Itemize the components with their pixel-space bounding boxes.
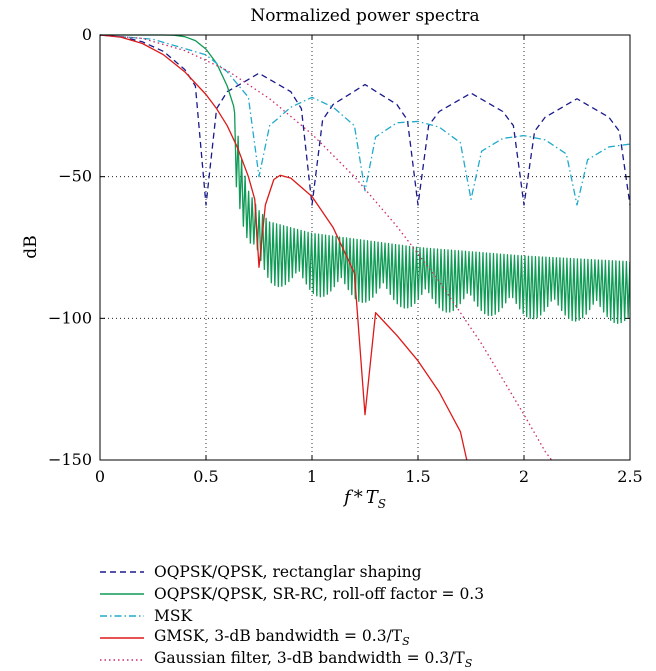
x-tick-label-4: 2 xyxy=(519,467,529,486)
legend-swatch xyxy=(100,593,144,595)
legend-item: MSK xyxy=(100,605,484,627)
x-axis-label: f * TS xyxy=(342,487,386,511)
chart-title: Normalized power spectra xyxy=(250,6,479,26)
axes-frame xyxy=(99,34,631,461)
x-tick-label-2: 1 xyxy=(307,467,317,486)
series-line-3 xyxy=(99,34,468,461)
legend-swatch xyxy=(100,659,144,661)
y-tick-label-2: −100 xyxy=(48,308,92,327)
grid-lines xyxy=(100,35,630,460)
series-line-1 xyxy=(100,34,631,324)
series-lines xyxy=(99,34,631,461)
legend-item: GMSK, 3-dB bandwidth = 0.3/TS xyxy=(100,627,484,649)
axes xyxy=(99,34,631,461)
y-tick-label-0: 0 xyxy=(82,25,92,44)
legend: OQPSK/QPSK, rectanglar shaping OQPSK/QPSK… xyxy=(100,561,484,671)
legend-label: OQPSK/QPSK, rectanglar shaping xyxy=(154,563,422,581)
legend-item: OQPSK/QPSK, rectanglar shaping xyxy=(100,561,484,583)
tick-marks: 0 0.5 1 1.5 2 2.5 0 −50 −100 −150 xyxy=(48,25,643,486)
legend-label-text: GMSK, 3-dB bandwidth = 0.3/T xyxy=(154,627,403,646)
series-line-4 xyxy=(99,34,553,461)
legend-label-text: OQPSK/QPSK, rectanglar shaping xyxy=(154,563,422,581)
legend-item: OQPSK/QPSK, SR-RC, roll-off factor = 0.3 xyxy=(100,583,484,605)
x-tick-label-0: 0 xyxy=(95,467,105,486)
x-axis-label-star: * xyxy=(354,487,363,508)
y-tick-label-3: −150 xyxy=(48,450,92,469)
legend-label-subscript: S xyxy=(402,635,410,649)
legend-swatch xyxy=(100,571,144,573)
legend-label-text: OQPSK/QPSK, SR-RC, roll-off factor = 0.3 xyxy=(154,585,485,603)
legend-label-text: Gaussian filter, 3-dB bandwidth = 0.3/T xyxy=(154,649,465,668)
legend-swatch xyxy=(100,615,144,617)
power-spectra-chart: 0 0.5 1 1.5 2 2.5 0 −50 −100 −150 Normalized powe… xyxy=(21,6,643,511)
legend-label: GMSK, 3-dB bandwidth = 0.3/TS xyxy=(154,627,410,648)
legend-label-subscript: S xyxy=(464,657,473,671)
x-tick-label-3: 1.5 xyxy=(405,467,430,486)
x-tick-label-1: 0.5 xyxy=(193,467,218,486)
x-tick-label-5: 2.5 xyxy=(617,467,642,486)
legend-label-text: MSK xyxy=(154,607,193,625)
legend-label: Gaussian filter, 3-dB bandwidth = 0.3/TS xyxy=(154,649,472,670)
series-line-0 xyxy=(99,34,631,206)
series-line-2 xyxy=(99,34,631,206)
x-axis-label-sub: S xyxy=(378,497,386,511)
legend-label: MSK xyxy=(154,607,192,625)
y-tick-label-1: −50 xyxy=(58,167,92,186)
y-axis-label: dB xyxy=(21,235,41,258)
legend-swatch xyxy=(100,637,144,639)
x-axis-label-f: f xyxy=(342,487,354,508)
x-axis-label-t: T xyxy=(366,487,380,508)
legend-item: Gaussian filter, 3-dB bandwidth = 0.3/TS xyxy=(100,649,484,671)
legend-label: OQPSK/QPSK, SR-RC, roll-off factor = 0.3 xyxy=(154,585,484,603)
